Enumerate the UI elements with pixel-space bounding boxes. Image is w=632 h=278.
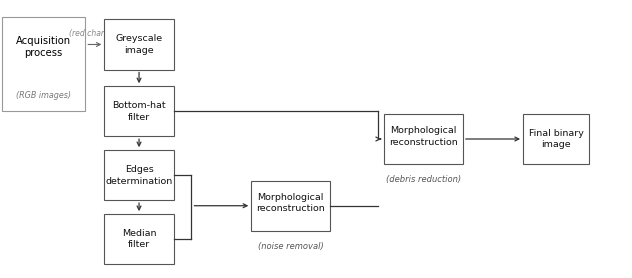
Text: Edges
determination: Edges determination	[106, 165, 173, 185]
Bar	[104, 19, 174, 70]
Text: (red channel): (red channel)	[69, 29, 121, 38]
Bar	[384, 114, 463, 164]
Text: Morphological
reconstruction: Morphological reconstruction	[257, 193, 325, 213]
Bar	[104, 214, 174, 264]
Text: Greyscale
image: Greyscale image	[116, 34, 162, 55]
Bar	[104, 86, 174, 136]
Text: (RGB images): (RGB images)	[16, 91, 71, 100]
Bar	[2, 17, 85, 111]
Text: Morphological
reconstruction: Morphological reconstruction	[389, 126, 458, 147]
Text: Bottom-hat
filter: Bottom-hat filter	[112, 101, 166, 121]
Bar	[251, 181, 330, 231]
Bar	[104, 150, 174, 200]
Text: (debris reduction): (debris reduction)	[386, 175, 461, 184]
Text: (noise removal): (noise removal)	[258, 242, 324, 251]
Text: Acquisition
process: Acquisition process	[16, 36, 71, 58]
Text: Median
filter: Median filter	[122, 229, 156, 249]
Text: Final binary
image: Final binary image	[529, 129, 583, 149]
Bar	[523, 114, 589, 164]
